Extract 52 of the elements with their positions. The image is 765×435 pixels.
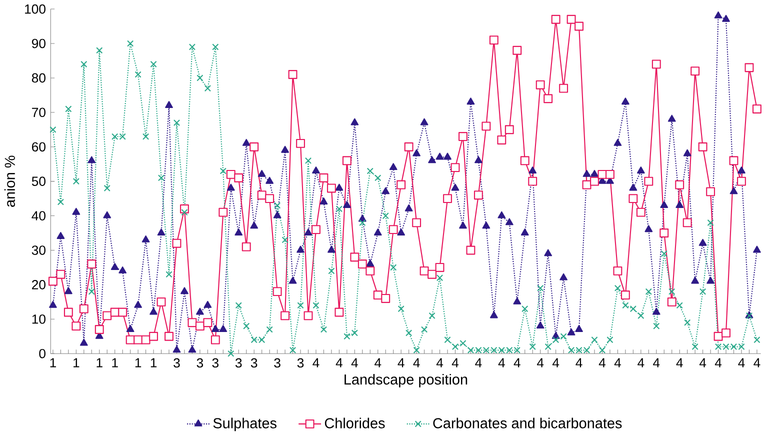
x-tick-label: 4	[475, 358, 482, 368]
y-tick-label: 80	[32, 73, 46, 82]
x-tick-label: 4	[676, 358, 683, 368]
y-tick-label: 60	[32, 142, 46, 152]
x-tick-label: 4	[699, 358, 706, 368]
y-tick-label: 40	[32, 210, 46, 220]
x-tick-label: 4	[374, 358, 382, 368]
x-tick-label: 3	[196, 358, 204, 368]
x-tick-label: 4	[552, 358, 560, 368]
x-tick-label: 4	[614, 358, 621, 368]
x-tick-label: 4	[514, 358, 520, 368]
x-tick-label: 1	[150, 358, 157, 368]
x-tick-label: 4	[638, 358, 644, 368]
x-tick-label: 4	[336, 358, 342, 368]
y-tick-label: 90	[32, 38, 46, 48]
x-tick-label: 1	[135, 358, 142, 368]
y-axis-title: anion %	[4, 156, 16, 207]
x-tick-label: 4	[653, 358, 660, 368]
x-axis-title: Landscape position	[344, 374, 468, 388]
legend-label: Sulphates	[213, 418, 276, 431]
x-tick-label: 3	[274, 358, 280, 368]
x-tick-label: 4	[413, 358, 420, 368]
x-tick-label: 4	[576, 358, 582, 368]
x-tick-label: 4	[738, 358, 745, 368]
x-tick-label: 4	[598, 358, 606, 368]
x-tick-label: 4	[452, 358, 459, 368]
x-tick-label: 1	[96, 358, 102, 368]
legend-label: Carbonates and bicarbonates	[433, 418, 622, 428]
legend-label: Chlorides	[324, 418, 385, 428]
x-tick-label: 1	[50, 358, 56, 368]
x-tick-label: 1	[74, 358, 80, 368]
x-tick-label: 3	[250, 358, 258, 368]
x-tick-label: 4	[351, 358, 358, 368]
y-tick-label: 0	[39, 348, 46, 358]
x-tick-label: 4	[754, 358, 760, 368]
x-tick-label: 1	[112, 358, 118, 368]
x-tick-label: 4	[436, 358, 444, 368]
x-tick-label: 3	[235, 358, 242, 368]
x-tick-label: 4	[536, 358, 544, 368]
y-tick-label: 50	[32, 176, 46, 186]
x-tick-label: 3	[212, 358, 219, 368]
x-tick-label: 4	[498, 358, 505, 368]
x-tick-label: 4	[312, 358, 320, 368]
y-tick-label: 30	[32, 245, 46, 255]
y-tick-label: 70	[32, 108, 46, 117]
y-tick-label: 100	[25, 4, 46, 14]
x-tick-label: 4	[714, 358, 722, 368]
y-tick-label: 20	[32, 280, 46, 290]
y-tick-label: 10	[32, 314, 46, 324]
x-tick-label: 4	[398, 358, 404, 368]
x-tick-label: 3	[174, 358, 180, 368]
x-tick-label: 3	[297, 358, 304, 368]
